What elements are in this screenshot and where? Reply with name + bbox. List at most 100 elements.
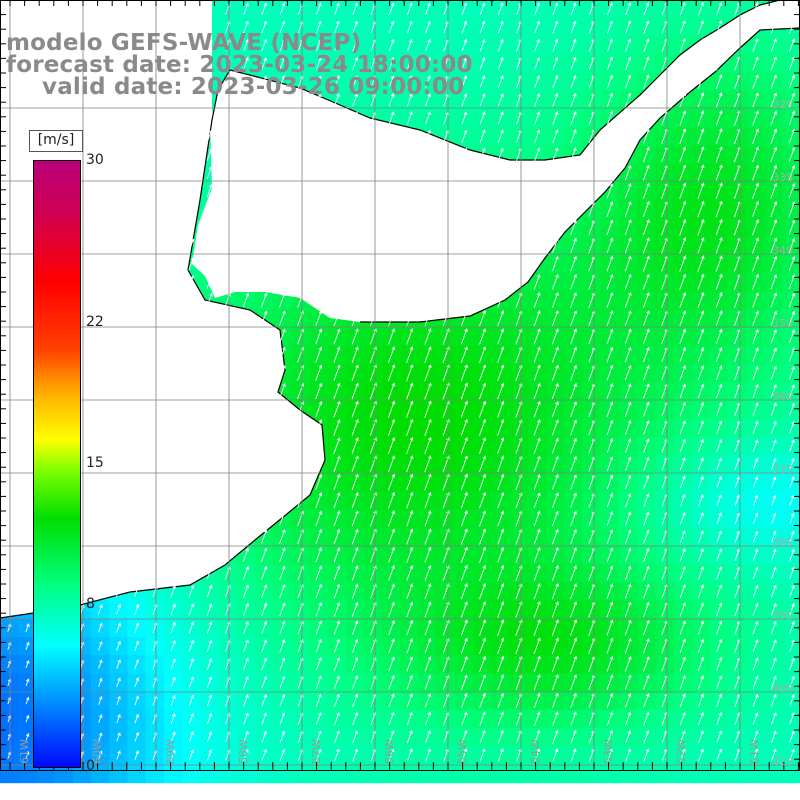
wind-arrow xyxy=(424,219,432,235)
wind-arrow xyxy=(606,692,614,708)
wind-arrow xyxy=(206,202,213,216)
wind-arrow xyxy=(425,56,431,70)
wind-arrow xyxy=(115,20,122,34)
wind-arrow xyxy=(697,711,704,726)
wind-arrow xyxy=(788,292,796,308)
wind-arrow xyxy=(42,2,49,16)
lon-label: 53W xyxy=(602,739,615,764)
wind-arrow xyxy=(497,237,504,253)
wind-arrow xyxy=(315,93,322,107)
wind-arrow xyxy=(170,365,177,380)
wind-arrow xyxy=(116,713,121,724)
wind-arrow xyxy=(24,457,31,470)
wind-arrow xyxy=(406,20,413,34)
wind-arrow xyxy=(479,637,487,654)
wind-arrow xyxy=(679,74,686,89)
wind-arrow xyxy=(188,511,195,526)
wind-arrow xyxy=(679,475,686,489)
wind-arrow xyxy=(133,238,140,252)
wind-arrow xyxy=(133,20,140,34)
wind-arrow xyxy=(552,147,559,162)
wind-arrow xyxy=(115,548,122,561)
wind-arrow xyxy=(351,638,359,654)
wind-arrow xyxy=(242,310,250,326)
wind-arrow xyxy=(642,219,650,236)
wind-arrow xyxy=(460,619,468,636)
wind-arrow xyxy=(98,714,103,723)
wind-arrow xyxy=(260,492,268,508)
speed-cell xyxy=(473,764,492,784)
wind-arrow xyxy=(551,492,559,508)
wind-arrow xyxy=(170,640,176,652)
wind-arrow xyxy=(188,202,195,216)
wind-arrow xyxy=(133,293,140,307)
wind-arrow xyxy=(697,566,704,580)
wind-arrow xyxy=(97,347,104,362)
wind-arrow xyxy=(188,712,194,725)
wind-arrow xyxy=(679,291,687,308)
lon-label: 57W xyxy=(310,739,323,764)
colorbar-tick: 8 xyxy=(86,596,95,613)
wind-arrow xyxy=(569,637,578,655)
wind-arrow xyxy=(497,292,505,308)
forecast-date: forecast date: 2023-03-24 18:00:00 xyxy=(6,52,473,78)
wind-arrow xyxy=(642,346,650,363)
wind-arrow xyxy=(243,147,249,161)
wind-arrow xyxy=(406,473,414,491)
wind-arrow xyxy=(61,75,67,88)
wind-arrow xyxy=(25,751,30,759)
wind-arrow xyxy=(533,310,541,327)
wind-arrow xyxy=(515,400,523,418)
wind-arrow xyxy=(279,238,286,253)
wind-arrow xyxy=(570,547,577,563)
wind-arrow xyxy=(570,401,577,418)
wind-arrow xyxy=(206,310,213,326)
wind-arrow xyxy=(789,748,795,762)
wind-arrow xyxy=(116,695,121,706)
wind-arrow xyxy=(134,731,140,742)
wind-arrow xyxy=(188,347,195,362)
wind-arrow xyxy=(188,238,195,253)
wind-arrow xyxy=(770,219,778,236)
wind-arrow xyxy=(24,38,31,52)
wind-arrow xyxy=(770,255,778,272)
wind-arrow xyxy=(770,292,777,308)
wind-arrow xyxy=(752,712,759,726)
wind-arrow xyxy=(97,2,104,16)
wind-arrow xyxy=(406,93,413,107)
wind-arrow xyxy=(116,750,121,760)
wind-arrow xyxy=(351,455,359,473)
wind-arrow xyxy=(624,438,632,453)
wind-arrow xyxy=(388,111,395,125)
wind-arrow xyxy=(206,292,213,308)
wind-arrow xyxy=(697,656,705,672)
wind-arrow xyxy=(97,275,104,289)
wind-arrow xyxy=(315,730,322,744)
wind-arrow xyxy=(98,695,103,705)
wind-arrow xyxy=(133,402,140,417)
wind-arrow xyxy=(334,711,340,726)
wind-arrow xyxy=(388,546,395,563)
wind-arrow xyxy=(570,455,577,472)
wind-arrow xyxy=(333,147,340,162)
wind-arrow xyxy=(770,748,777,762)
wind-arrow xyxy=(789,730,795,744)
wind-arrow xyxy=(515,310,523,327)
wind-arrow xyxy=(479,291,486,308)
lon-label: 55W xyxy=(456,739,469,764)
wind-arrow xyxy=(61,38,67,52)
wind-arrow xyxy=(206,93,213,107)
wind-arrow xyxy=(551,455,559,472)
wind-arrow xyxy=(788,237,796,254)
wind-arrow xyxy=(315,129,322,143)
wind-arrow xyxy=(170,658,176,670)
wind-arrow xyxy=(752,74,759,89)
wind-arrow xyxy=(242,383,250,399)
wind-arrow xyxy=(497,38,504,52)
wind-arrow xyxy=(115,293,122,307)
wind-arrow xyxy=(133,475,140,489)
wind-arrow xyxy=(133,329,140,344)
wind-arrow xyxy=(752,402,759,417)
wind-arrow xyxy=(570,474,577,490)
wind-arrow xyxy=(115,365,122,380)
